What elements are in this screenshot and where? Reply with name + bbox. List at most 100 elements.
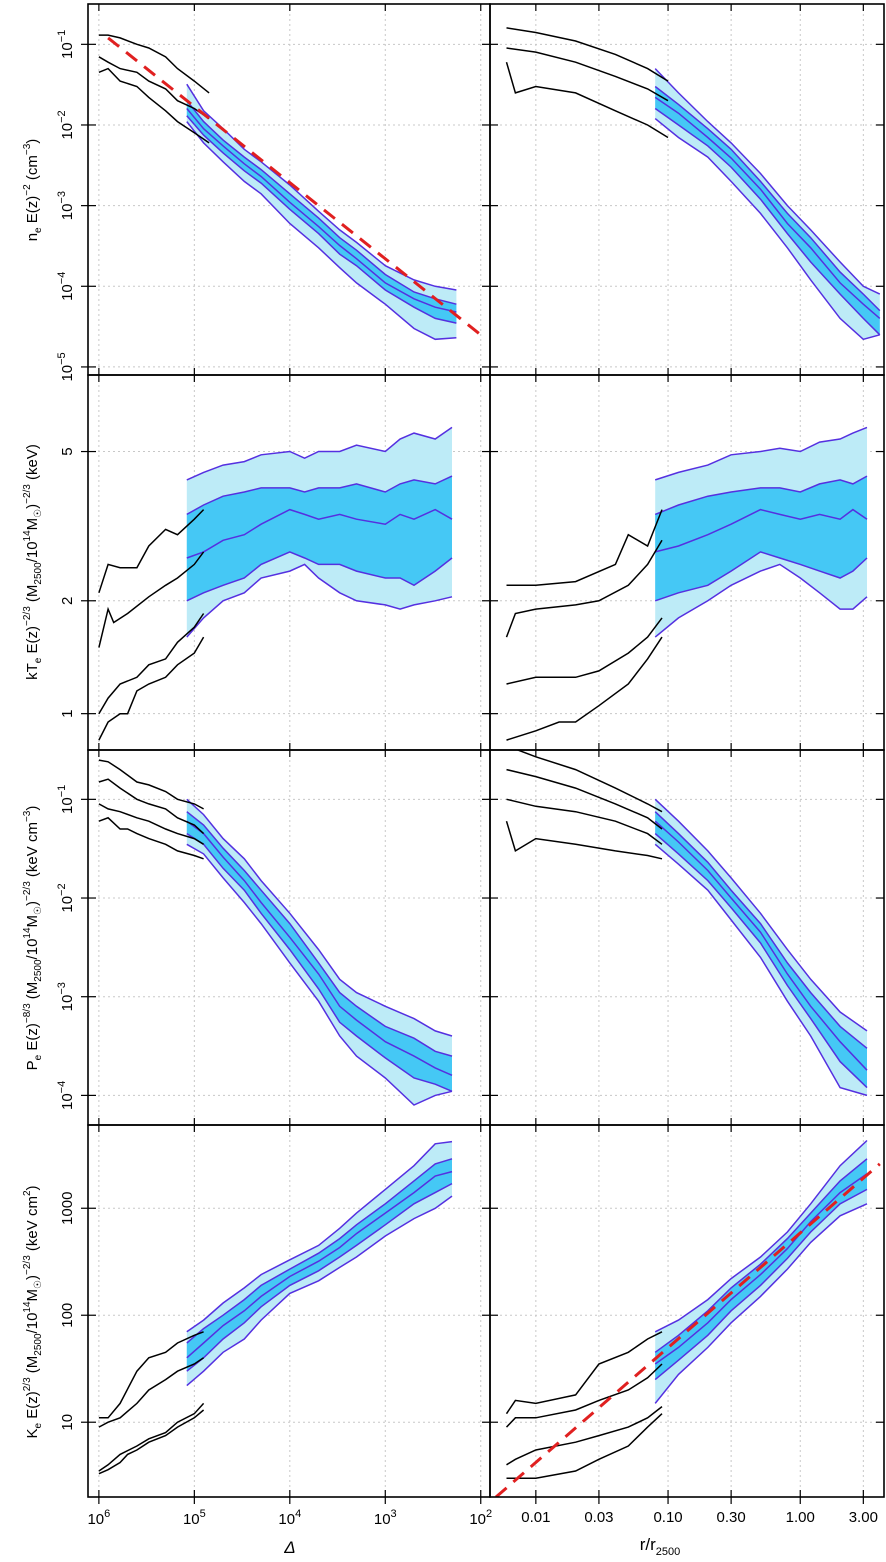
density-row: 10−1 10−2 10−3 10−4 10−5 (56, 3, 885, 382)
y-tick-label: 1000 (59, 1192, 76, 1225)
x-tick-label-right: 0.01 (521, 1509, 550, 1526)
outer-scatter-band (186, 84, 457, 340)
inner-scatter-band (655, 476, 867, 601)
y-tick-label: 10−2 (56, 110, 76, 139)
outer-band-lower-edge (654, 1203, 868, 1404)
inner-band-lower-edge (654, 107, 881, 336)
y-axis-title-temperature: kTe E(z)−2/3 (M2500/1014M☉)−2/3 (keV) (22, 444, 44, 680)
panel-plot-area (88, 4, 490, 375)
individual-profile-line (505, 1363, 663, 1428)
individual-profile-line (98, 1402, 205, 1472)
y-tick-label: 10−3 (56, 982, 76, 1011)
y-axis-title-density: ne E(z)−2 (cm−3) (22, 139, 44, 242)
individual-profile-line (506, 509, 663, 587)
panel-plot-area (490, 375, 884, 750)
tick-label-exponent: −1 (56, 30, 68, 43)
tick-label-exponent: 5 (200, 1508, 206, 1520)
individual-profile-line (98, 34, 210, 94)
individual-profile-line (515, 750, 663, 813)
individual-profile-line (98, 759, 204, 810)
panel-plot-area (490, 750, 884, 1125)
x-tick-label-left: 102 (469, 1508, 492, 1528)
tick-label-exponent: 3 (391, 1508, 397, 1520)
x-tick-label-left: 106 (87, 1508, 110, 1528)
y-tick-label: 10−5 (56, 352, 76, 381)
y-axis-titles: ne E(z)−2 (cm−3) kTe E(z)−2/3 (M2500/101… (22, 139, 44, 1439)
panel-plot-area (88, 375, 490, 750)
panel-frame (489, 3, 885, 376)
y-tick-label: 5 (59, 447, 76, 455)
outer-band-upper-edge (186, 798, 453, 1037)
median-line (186, 508, 453, 559)
individual-profile-line (98, 551, 205, 648)
y-tick-label: 1 (59, 709, 76, 717)
individual-profile-line (506, 636, 663, 741)
y-tick-label: 10−3 (56, 191, 76, 220)
y-tick-label: 10−4 (56, 272, 76, 301)
outer-band-upper-edge (186, 426, 453, 481)
x-axis-title-right: r/r2500 (640, 1535, 681, 1558)
median-line (654, 820, 868, 1071)
density-panel-right (489, 3, 885, 376)
outer-band-upper-edge (654, 426, 868, 481)
y-tick-label: 100 (59, 1303, 76, 1328)
inner-band-lower-edge (186, 832, 453, 1092)
outer-band-lower-edge (186, 563, 453, 638)
outer-band-upper-edge (654, 1139, 868, 1333)
tick-label-exponent: −5 (56, 352, 68, 365)
x-tick-label-right: 3.00 (849, 1509, 878, 1526)
individual-profile-line (98, 613, 205, 715)
inner-band-lower-edge (654, 833, 868, 1089)
tick-label-exponent: −2 (56, 883, 68, 896)
x-tick-label-right: 0.30 (717, 1509, 746, 1526)
inner-scatter-band (655, 1158, 867, 1380)
median-line (186, 820, 453, 1076)
panel-plot-area (490, 4, 884, 375)
inner-band-upper-edge (654, 811, 868, 1049)
tick-label-exponent: −2 (56, 110, 68, 123)
individual-profile-line (505, 820, 663, 860)
x-tick-label-left: 105 (183, 1508, 206, 1528)
outer-band-lower-edge (186, 843, 453, 1106)
median-line (655, 508, 868, 553)
model-dashed-line (495, 1162, 881, 1497)
individual-profile-line (98, 509, 205, 594)
pressure-panel-right (489, 749, 885, 1126)
panel-frame (489, 749, 885, 1126)
individual-profile-line (98, 56, 210, 120)
tick-label-exponent: −4 (56, 272, 68, 285)
tick-label-exponent: 4 (295, 1508, 301, 1520)
x-axes: 106 105 104 103 102 0.01 0.03 0.10 0.30 1.00 3.00 (87, 1497, 878, 1528)
inner-band-lower-edge (186, 1182, 453, 1372)
y-tick-label: 10−1 (56, 785, 76, 814)
x-tick-label-left: 103 (374, 1508, 397, 1528)
median-line (186, 108, 457, 313)
median-line (654, 96, 881, 319)
outer-band-upper-edge (186, 1140, 453, 1333)
individual-profile-line (506, 1413, 663, 1479)
inner-band-lower-edge (654, 1188, 868, 1381)
panel-plot-area (88, 750, 490, 1125)
outer-band-lower-edge (186, 121, 457, 341)
inner-scatter-band (186, 100, 457, 324)
entropy-panel-left: 1000 100 10 (59, 1124, 491, 1498)
outer-band-lower-edge (654, 563, 868, 638)
y-tick-label: 2 (59, 597, 76, 605)
entropy-row: 1000 100 10 (59, 1124, 885, 1498)
tick-label-exponent: 2 (486, 1508, 492, 1520)
individual-profile-line (506, 768, 663, 830)
inner-band-upper-edge (654, 1158, 868, 1353)
individual-profile-line (98, 1409, 205, 1475)
y-tick-label: 10 (59, 1414, 76, 1431)
outer-band-upper-edge (654, 798, 868, 1032)
y-tick-label: 10−1 (56, 30, 76, 59)
temperature-panel-right (489, 374, 885, 751)
individual-profile-line (506, 617, 663, 685)
tick-label-exponent: −4 (56, 1081, 68, 1094)
outer-band-lower-edge (654, 118, 880, 341)
density-panel-left: 10−1 10−2 10−3 10−4 10−5 (56, 3, 491, 382)
outer-band-lower-edge (654, 843, 868, 1097)
individual-profile-line (98, 803, 204, 845)
inner-band-upper-edge (186, 475, 453, 516)
inner-scatter-band (186, 476, 453, 601)
